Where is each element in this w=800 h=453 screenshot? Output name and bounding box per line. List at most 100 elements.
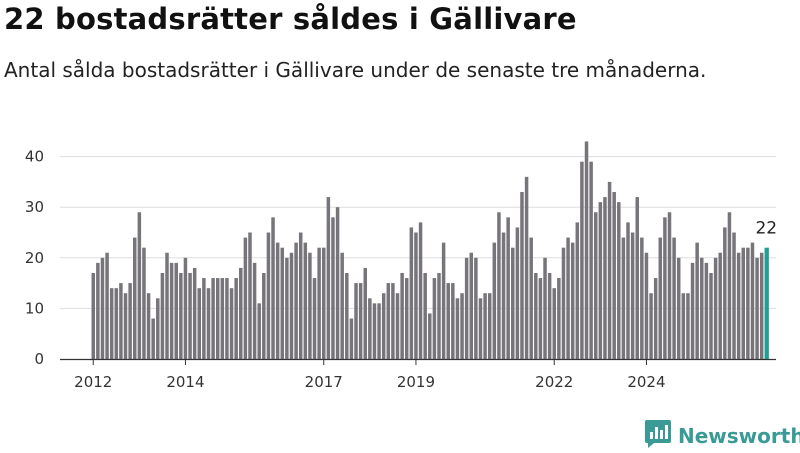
bar bbox=[363, 267, 367, 359]
bar bbox=[437, 272, 441, 359]
bar bbox=[377, 303, 381, 359]
bar bbox=[759, 252, 764, 359]
bar bbox=[672, 237, 676, 359]
bar bbox=[349, 318, 354, 359]
bar bbox=[137, 212, 142, 359]
bar bbox=[469, 252, 474, 359]
bar bbox=[123, 293, 128, 359]
bar bbox=[239, 267, 243, 359]
bar bbox=[345, 272, 349, 359]
bar bbox=[566, 237, 570, 359]
bar-highlight bbox=[764, 247, 769, 359]
bar bbox=[580, 161, 584, 359]
bar bbox=[234, 278, 238, 359]
bar bbox=[478, 298, 483, 359]
bar bbox=[391, 283, 395, 359]
bar bbox=[534, 272, 538, 359]
bar bbox=[243, 237, 248, 359]
bar bbox=[142, 247, 146, 359]
bar bbox=[160, 272, 165, 359]
bar bbox=[635, 197, 639, 359]
bar bbox=[386, 283, 391, 359]
bar bbox=[543, 257, 547, 359]
bar bbox=[746, 247, 750, 359]
bar bbox=[603, 197, 607, 359]
bar bbox=[96, 262, 100, 359]
bar bbox=[621, 237, 626, 359]
bar bbox=[506, 217, 510, 359]
bar bbox=[294, 242, 298, 359]
bar bbox=[741, 247, 746, 359]
bar bbox=[474, 257, 478, 359]
bar bbox=[298, 232, 303, 359]
bar bbox=[686, 293, 690, 359]
y-tick-label: 0 bbox=[34, 350, 44, 368]
bar bbox=[156, 298, 160, 359]
bar bbox=[552, 288, 556, 359]
bar bbox=[501, 232, 506, 359]
x-tick-label: 2012 bbox=[74, 373, 112, 391]
bar bbox=[423, 272, 427, 359]
bar bbox=[317, 247, 321, 359]
bar bbox=[174, 262, 178, 359]
bar bbox=[119, 283, 123, 359]
bar bbox=[732, 232, 736, 359]
bar bbox=[598, 202, 603, 359]
bar bbox=[303, 242, 308, 359]
bar bbox=[372, 303, 377, 359]
bar bbox=[736, 252, 741, 359]
bar bbox=[653, 278, 658, 359]
bar bbox=[146, 293, 151, 359]
bar bbox=[428, 313, 432, 359]
bar bbox=[105, 252, 109, 359]
bar bbox=[91, 272, 95, 359]
bar bbox=[511, 247, 515, 359]
y-tick-label: 40 bbox=[25, 148, 44, 166]
bar bbox=[561, 247, 566, 359]
bar bbox=[612, 192, 616, 359]
x-tick-label: 2017 bbox=[305, 373, 343, 391]
x-tick-label: 2019 bbox=[397, 373, 435, 391]
bar bbox=[649, 293, 653, 359]
bar bbox=[524, 176, 529, 359]
bar bbox=[220, 278, 225, 359]
bar bbox=[464, 257, 469, 359]
bar bbox=[644, 252, 649, 359]
bar bbox=[322, 247, 326, 359]
value-annotation: 22 bbox=[755, 219, 777, 239]
bar bbox=[183, 257, 188, 359]
bar bbox=[630, 232, 635, 359]
bar bbox=[492, 242, 497, 359]
newsworthy-logo-icon bbox=[644, 419, 672, 453]
bar bbox=[520, 192, 524, 359]
bar bbox=[248, 232, 252, 359]
bar bbox=[404, 278, 409, 359]
bar bbox=[460, 293, 464, 359]
bar bbox=[663, 217, 667, 359]
chart-subtitle: Antal sålda bostadsrätter i Gällivare un… bbox=[4, 58, 707, 82]
bar bbox=[215, 278, 220, 359]
x-tick-label: 2022 bbox=[535, 373, 573, 391]
bar bbox=[723, 227, 727, 359]
bar bbox=[262, 272, 266, 359]
bar bbox=[202, 278, 206, 359]
bar bbox=[626, 222, 630, 359]
bar bbox=[690, 262, 695, 359]
bar bbox=[589, 161, 593, 359]
bar bbox=[557, 278, 561, 359]
bar bbox=[381, 293, 386, 359]
bar bbox=[100, 257, 105, 359]
bar bbox=[252, 262, 257, 359]
bar bbox=[593, 212, 598, 359]
bar bbox=[713, 257, 718, 359]
bar bbox=[340, 252, 344, 359]
bar bbox=[584, 141, 589, 359]
bar bbox=[280, 247, 285, 359]
bar bbox=[750, 242, 755, 359]
bar bbox=[289, 252, 294, 359]
bar bbox=[727, 212, 732, 359]
bar bbox=[128, 283, 132, 359]
bar bbox=[257, 303, 261, 359]
bar bbox=[446, 283, 450, 359]
brand-logo[interactable]: Newsworthy bbox=[644, 419, 800, 453]
